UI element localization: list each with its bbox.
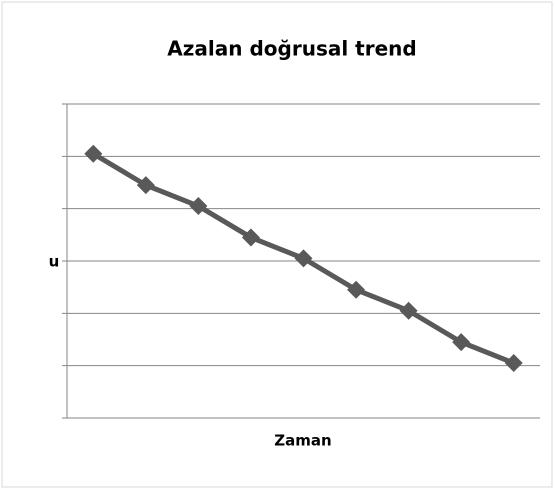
marker (84, 144, 103, 163)
marker (294, 249, 313, 268)
y-axis-label: u (49, 253, 60, 271)
chart-title: Azalan doğrusal trend (167, 37, 416, 61)
marker (189, 197, 208, 216)
marker (399, 301, 418, 320)
x-axis-label: Zaman (274, 432, 331, 450)
marker (504, 354, 523, 373)
marker (347, 280, 366, 299)
marker (136, 176, 155, 195)
marker (241, 228, 260, 247)
marker (452, 333, 471, 352)
